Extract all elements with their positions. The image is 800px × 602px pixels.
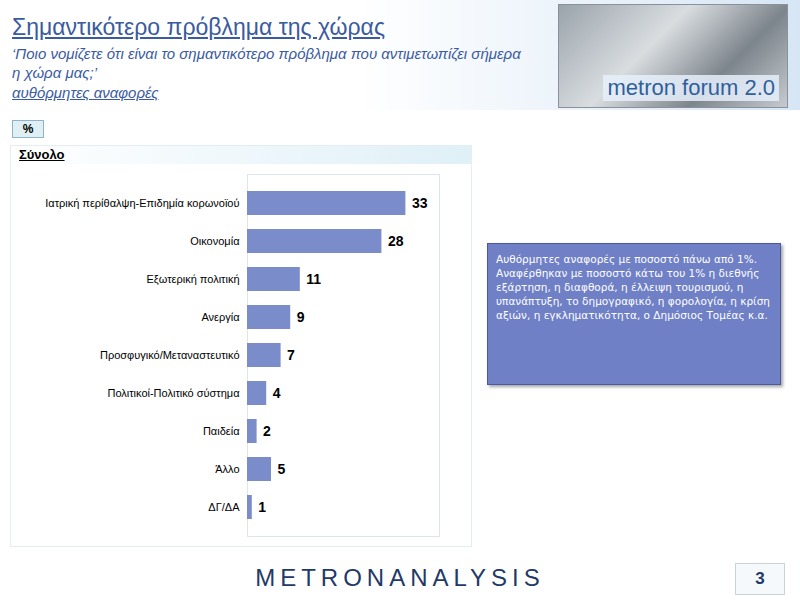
svg-text:Εξωτερική πολιτική: Εξωτερική πολιτική — [146, 273, 239, 285]
svg-text:Ανεργία: Ανεργία — [201, 311, 240, 323]
html-text:METRONANALYSIS: METRONANALYSIS — [255, 564, 545, 591]
svg-text:9: 9 — [297, 309, 305, 325]
html-text:3: 3 — [755, 569, 765, 588]
svg-text:11: 11 — [306, 271, 321, 287]
html-text:metron forum 2.0: metron forum 2.0 — [607, 75, 775, 100]
svg-text:28: 28 — [388, 233, 404, 249]
html-text:Σύνολο: Σύνολο — [19, 147, 65, 162]
svg-text:2: 2 — [263, 423, 271, 439]
svg-text:1: 1 — [258, 499, 266, 515]
svg-text:5: 5 — [278, 461, 286, 477]
html-text:Σημαντικότερο πρόβλημα της χώρ: Σημαντικότερο πρόβλημα της χώρας — [12, 14, 385, 40]
svg-text:Προσφυγικό/Μεταναστευτικό: Προσφυγικό/Μεταναστευτικό — [100, 349, 240, 361]
svg-text:7: 7 — [287, 347, 295, 363]
html-text:Αυθόρμητες αναφορές με ποσοστό: Αυθόρμητες αναφορές με ποσοστό πάνω από … — [496, 253, 770, 321]
svg-text:Παιδεία: Παιδεία — [203, 425, 240, 437]
svg-text:Άλλο: Άλλο — [215, 463, 239, 475]
svg-text:Ιατρική περίθαλψη-Επιδημία κορ: Ιατρική περίθαλψη-Επιδημία κορωνοϊού — [45, 197, 239, 209]
html-text:‘Ποιο νομίζετε ότι είναι το ση: ‘Ποιο νομίζετε ότι είναι το σημαντικότερ… — [12, 45, 521, 81]
svg-text:33: 33 — [412, 195, 428, 211]
svg-text:Οικονομία: Οικονομία — [190, 235, 240, 247]
svg-text:4: 4 — [273, 385, 281, 401]
svg-text:Πολιτικοί-Πολιτικό σύστημα: Πολιτικοί-Πολιτικό σύστημα — [107, 387, 240, 399]
svg-text:ΔΓ/ΔΑ: ΔΓ/ΔΑ — [208, 501, 240, 513]
html-text:αυθόρμητες αναφορές: αυθόρμητες αναφορές — [12, 84, 159, 101]
